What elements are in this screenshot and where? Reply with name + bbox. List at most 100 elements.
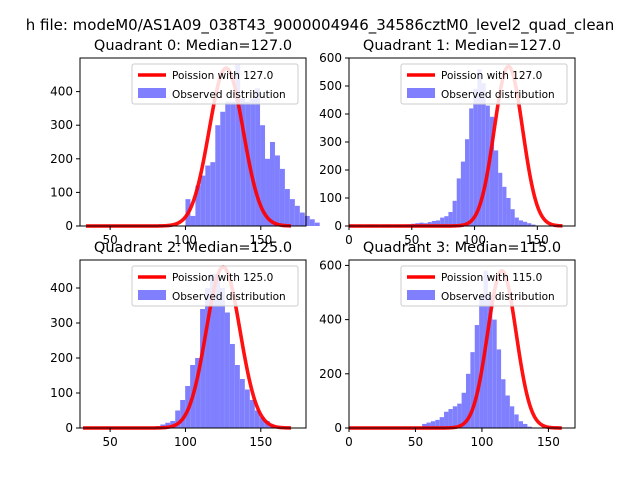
- histogram-bar: [229, 344, 235, 428]
- histogram-bar: [224, 312, 230, 428]
- histogram-bar: [269, 142, 275, 226]
- y-tick-label: 300: [50, 118, 73, 132]
- histogram-bar: [496, 349, 502, 428]
- histogram-bar: [444, 411, 449, 428]
- x-tick-label: 100: [174, 435, 197, 449]
- histogram-bar: [527, 223, 532, 226]
- histogram-bar: [200, 309, 206, 428]
- histogram-bar: [461, 392, 466, 428]
- y-tick-label: 100: [50, 185, 73, 199]
- histogram-bar: [518, 421, 524, 428]
- histogram-bar: [431, 220, 437, 226]
- histogram-bar: [506, 198, 511, 226]
- histogram-bar: [180, 400, 186, 428]
- histogram-bar: [190, 215, 196, 226]
- histogram-bar: [259, 417, 265, 428]
- x-tick-label: 150: [537, 435, 560, 449]
- panel-title: Quadrant 1: Median=127.0: [363, 38, 561, 54]
- y-tick-label: 500: [319, 79, 342, 93]
- histogram-bar: [284, 189, 290, 226]
- histogram-bar: [456, 178, 461, 226]
- histogram-bar: [469, 108, 474, 226]
- x-tick-label: 100: [174, 233, 197, 247]
- axes-frame: [79, 57, 307, 227]
- x-tick-label: 150: [249, 435, 272, 449]
- histogram-bar: [492, 319, 497, 428]
- histogram-bar: [430, 421, 436, 428]
- histogram-bar: [309, 219, 315, 226]
- legend-hist-swatch: [407, 290, 435, 300]
- histogram-bar: [474, 325, 480, 428]
- histogram-bar: [487, 295, 493, 428]
- x-tick-label: 0: [345, 233, 353, 247]
- histogram-bar: [195, 185, 201, 226]
- histogram-bar: [452, 200, 457, 226]
- histogram-bar: [175, 410, 181, 428]
- histogram-bar: [195, 358, 201, 428]
- legend-box: [400, 63, 568, 105]
- y-tick-label: 200: [50, 351, 73, 365]
- y-tick-label: 100: [319, 191, 342, 205]
- y-tick-label: 0: [65, 219, 73, 233]
- y-tick-label: 200: [50, 152, 73, 166]
- y-tick-label: 600: [319, 258, 342, 272]
- histogram-bar: [448, 409, 453, 428]
- histogram-bar: [225, 101, 231, 226]
- histogram-bar: [494, 150, 499, 226]
- histogram-bar: [274, 155, 280, 226]
- panel-2: Quadrant 2: Median=125.0 50 100 150 0 100 200 3…: [50, 240, 307, 449]
- histogram-bar: [260, 125, 266, 226]
- x-tick-label: 50: [102, 435, 117, 449]
- y-tick-label: 600: [319, 51, 342, 65]
- legend-fit-label: Poission with 127.0: [172, 70, 273, 82]
- axes-frame: [348, 259, 576, 429]
- histogram-bar: [477, 69, 482, 226]
- panel-title: Quadrant 2: Median=125.0: [94, 240, 292, 256]
- y-tick-label: 200: [319, 163, 342, 177]
- legend-box: [400, 265, 568, 307]
- histogram-bar: [489, 116, 495, 226]
- histogram-bar: [435, 419, 440, 428]
- x-tick-label: 150: [249, 233, 272, 247]
- histogram-bar: [479, 295, 484, 428]
- histogram-bar: [234, 365, 240, 428]
- histogram-bar: [498, 172, 503, 226]
- histogram-bar: [460, 161, 466, 226]
- x-tick-label: 100: [463, 233, 486, 247]
- histogram-bar: [505, 395, 510, 428]
- histogram-bar: [509, 406, 515, 428]
- histogram-bar: [255, 88, 261, 227]
- histogram-bar: [510, 209, 515, 226]
- histogram-bar: [514, 414, 519, 428]
- y-tick-label: 400: [50, 281, 73, 295]
- histogram-bar: [249, 400, 255, 428]
- panel-3: Quadrant 3: Median=115.0 0 50 100 150 0 200 400…: [319, 240, 576, 449]
- histogram-bar: [214, 274, 220, 428]
- axes-frame: [79, 259, 307, 429]
- histogram-bar: [210, 162, 216, 226]
- histogram-bar: [457, 403, 462, 428]
- histogram-bar: [250, 98, 256, 226]
- histogram-bar: [244, 389, 250, 428]
- histogram-bar: [294, 205, 300, 226]
- histogram-bar: [210, 274, 215, 428]
- x-tick-label: 150: [526, 233, 549, 247]
- histogram-bar: [518, 220, 524, 226]
- histogram-bar: [314, 222, 320, 226]
- histogram-bar: [444, 216, 449, 226]
- histogram-bar: [289, 199, 295, 226]
- histogram-bar: [440, 217, 445, 226]
- histogram-bar: [235, 64, 241, 226]
- histogram-bar: [240, 98, 246, 226]
- histogram-bar: [239, 379, 245, 428]
- histogram-bar: [200, 175, 206, 226]
- histogram-bar: [426, 422, 431, 428]
- histogram-bar: [473, 88, 478, 226]
- histogram-bar: [527, 426, 532, 428]
- histogram-bar: [205, 288, 211, 428]
- x-tick-label: 0: [345, 435, 353, 449]
- y-tick-label: 100: [50, 386, 73, 400]
- legend-hist-swatch: [138, 290, 166, 300]
- legend-hist-label: Observed distribution: [172, 291, 286, 303]
- histogram-bar: [205, 165, 211, 226]
